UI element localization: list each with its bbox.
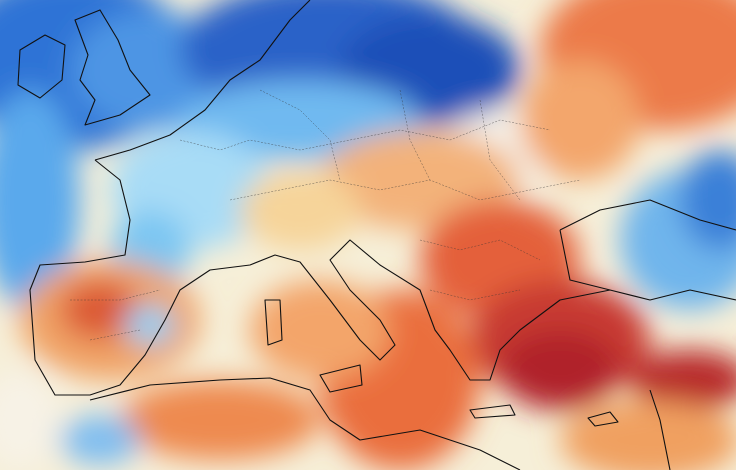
borders [70, 89, 581, 341]
coastlines [17, 0, 736, 470]
